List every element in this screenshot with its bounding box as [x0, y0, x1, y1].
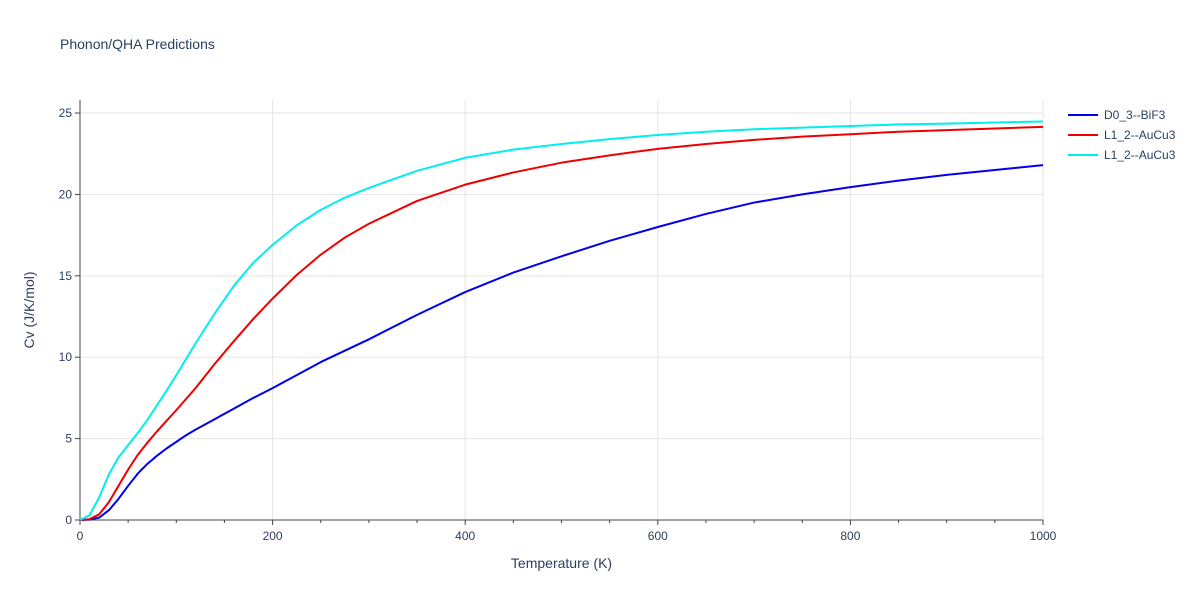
x-tick-label: 600	[648, 529, 668, 543]
x-tick-label: 400	[455, 529, 475, 543]
y-tick-label: 5	[65, 432, 72, 446]
x-tick-label: 1000	[1030, 529, 1057, 543]
x-axis-title: Temperature (K)	[511, 555, 612, 571]
y-axis-title: Cv (J/K/mol)	[21, 272, 37, 349]
series-line-1	[79, 164, 1044, 521]
y-tick-label: 20	[59, 187, 73, 201]
y-tick-label: 0	[65, 513, 72, 527]
grid-layer	[80, 100, 1044, 520]
y-tick-label: 15	[59, 269, 73, 283]
series-line-2	[79, 125, 1044, 521]
y-tick-label: 25	[59, 106, 73, 120]
x-tick-label: 800	[840, 529, 860, 543]
legend-item-1[interactable]: D0_3--BiF3	[1068, 108, 1166, 122]
y-tick-label: 10	[59, 350, 73, 364]
series-line-3	[79, 120, 1044, 521]
axis-layer: 0 200 400 600 800 1000 0 5 10 15 20 25	[59, 100, 1057, 543]
series-layer	[79, 120, 1044, 521]
x-tick-label: 200	[263, 529, 283, 543]
x-tick-label: 0	[77, 529, 84, 543]
legend-label: L1_2--AuCu3	[1104, 148, 1176, 162]
legend-item-3[interactable]: L1_2--AuCu3	[1068, 148, 1176, 162]
legend[interactable]: D0_3--BiF3 L1_2--AuCu3 L1_2--AuCu3	[1068, 108, 1176, 162]
chart-title: Phonon/QHA Predictions	[60, 36, 215, 52]
legend-label: D0_3--BiF3	[1104, 108, 1166, 122]
legend-label: L1_2--AuCu3	[1104, 128, 1176, 142]
legend-item-2[interactable]: L1_2--AuCu3	[1068, 128, 1176, 142]
